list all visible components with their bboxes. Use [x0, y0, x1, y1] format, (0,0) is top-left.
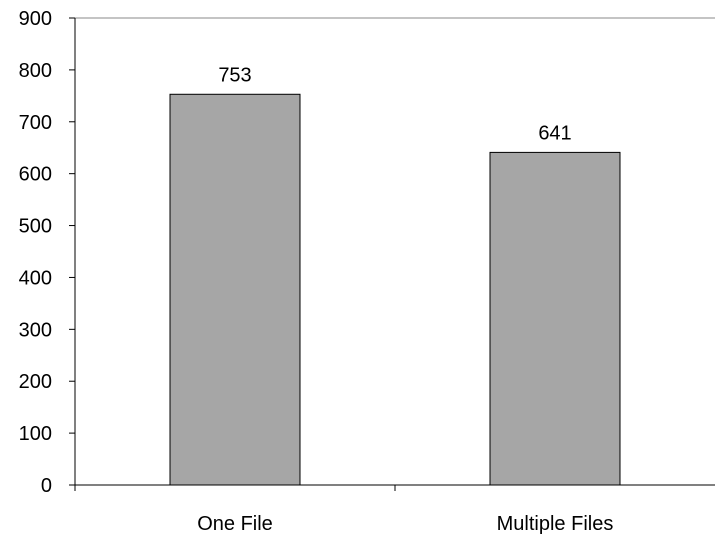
- y-tick-label: 800: [19, 60, 52, 82]
- bars: [169, 93, 621, 486]
- y-tick-label: 400: [19, 267, 52, 289]
- x-axis: One File Multiple Files: [74, 484, 715, 535]
- y-tick-label: 700: [19, 112, 52, 134]
- x-category-label: One File: [197, 513, 273, 535]
- y-tick-label: 900: [19, 8, 52, 30]
- data-label: 753: [218, 64, 251, 86]
- y-tick-label: 500: [19, 216, 52, 238]
- y-tick-label: 0: [41, 475, 52, 497]
- y-tick-label: 300: [19, 319, 52, 341]
- y-tick-label: 100: [19, 423, 52, 445]
- y-tick-label: 600: [19, 164, 52, 186]
- y-tick-label: 200: [19, 371, 52, 393]
- y-axis: 0 100 200 300 400 500 600 700 800 900: [19, 8, 715, 497]
- x-category-label: Multiple Files: [497, 513, 614, 535]
- data-label: 641: [538, 122, 571, 144]
- data-labels: 753 641: [218, 64, 571, 144]
- bar-one-file: [169, 93, 301, 486]
- bar-multiple-files: [489, 151, 621, 486]
